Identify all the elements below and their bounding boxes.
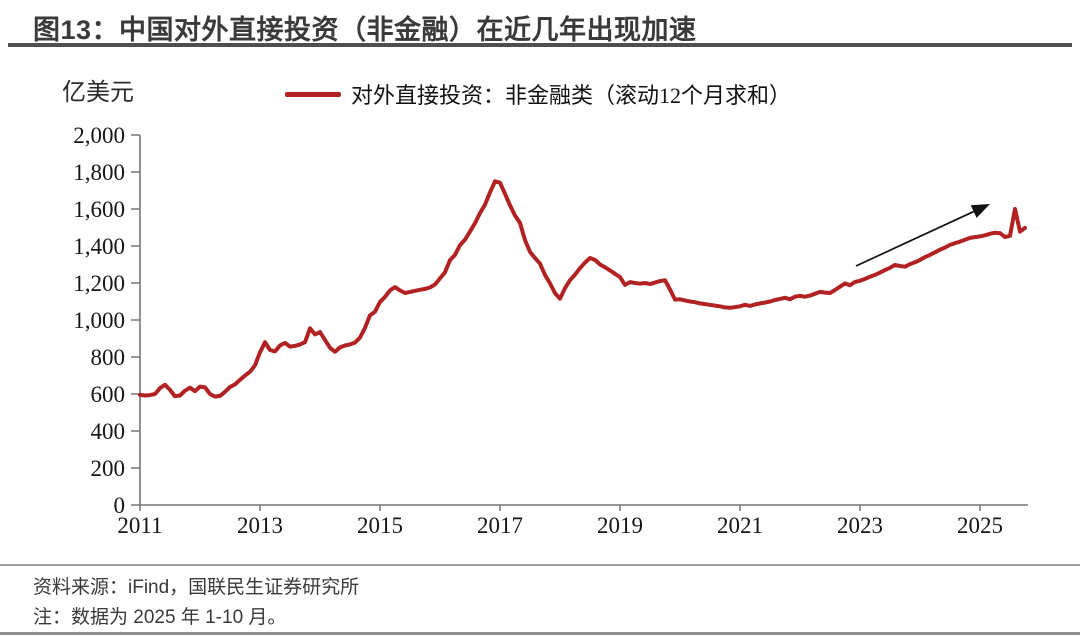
x-tick-label: 2011	[117, 513, 162, 538]
data-line-ofdi	[138, 179, 1027, 399]
x-tick-label: 2025	[957, 513, 1003, 538]
source-note: 资料来源：iFind，国联民生证券研究所	[33, 577, 360, 598]
y-tick-label: 1,400	[73, 234, 125, 259]
footer-divider	[0, 564, 1080, 566]
legend-label: 对外直接投资：非金融类（滚动12个月求和）	[351, 83, 792, 108]
y-tick-label: 1,800	[73, 160, 125, 185]
y-tick-label: 400	[91, 419, 126, 444]
y-tick-label: 200	[91, 456, 126, 481]
y-tick-label: 600	[91, 382, 126, 407]
x-tick-label: 2021	[717, 513, 763, 538]
x-tick-label: 2019	[597, 513, 643, 538]
legend-line-swatch	[285, 91, 341, 97]
y-axis-unit-label: 亿美元	[62, 79, 134, 106]
figure-title: 图13：中国对外直接投资（非金融）在近几年出现加速	[33, 15, 697, 45]
y-tick-label: 1,000	[73, 308, 125, 333]
legend: 对外直接投资：非金融类（滚动12个月求和）	[285, 80, 791, 108]
y-tick-label: 2,000	[73, 123, 125, 148]
x-tick-label: 2017	[477, 513, 523, 538]
trend-arrow-head	[970, 204, 990, 218]
x-tick-label: 2013	[237, 513, 283, 538]
x-tick-label: 2015	[357, 513, 403, 538]
bottom-border	[0, 632, 1080, 635]
y-tick-label: 800	[91, 345, 126, 370]
x-tick-label: 2023	[837, 513, 883, 538]
y-tick-label: 1,200	[73, 271, 125, 296]
y-tick-label: 0	[114, 493, 126, 518]
title-underline	[8, 43, 1072, 47]
data-note: 注：数据为 2025 年 1-10 月。	[33, 607, 287, 628]
trend-arrow-line	[855, 210, 975, 267]
y-tick-label: 1,600	[73, 197, 125, 222]
